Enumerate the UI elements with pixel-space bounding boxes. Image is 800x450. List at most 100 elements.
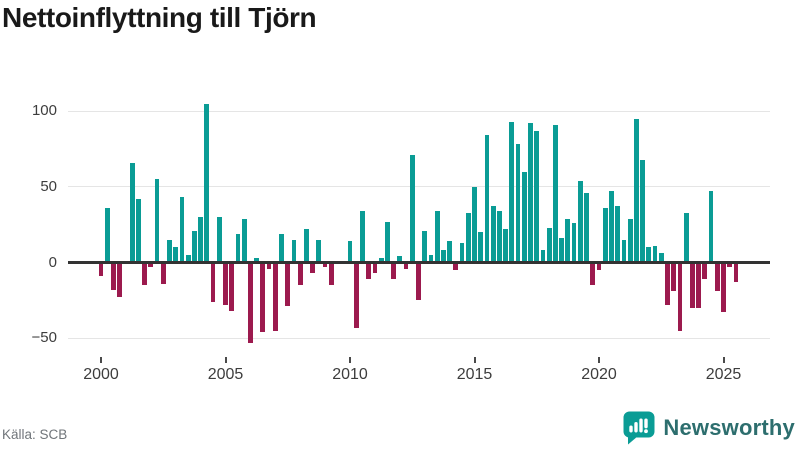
x-axis-label-2025: 2025	[705, 366, 742, 383]
source-label: Källa: SCB	[2, 427, 68, 442]
bar-2023-q3	[683, 212, 689, 263]
bar-2011-q1	[372, 262, 378, 274]
bar-2004-q4	[216, 217, 222, 263]
bar-2002-q3	[160, 262, 166, 284]
bar-2018-q4	[565, 218, 571, 263]
bar-2008-q1	[297, 262, 303, 286]
bar-2017-q4	[540, 250, 546, 263]
y-axis-label: 0	[48, 253, 57, 271]
y-axis-label: 100	[31, 102, 57, 120]
bar-2008-q3	[310, 262, 316, 274]
bar-2022-q4	[665, 262, 670, 305]
bar-2012-q4	[416, 262, 421, 301]
bar-2006-q3	[260, 262, 266, 333]
bar-2025-q1	[721, 262, 726, 313]
bar-2014-q3	[459, 242, 465, 263]
bar-2018-q2	[553, 124, 558, 263]
bar-2013-q1	[422, 230, 428, 263]
bar-chart-speech-bubble-icon	[623, 411, 655, 445]
bar-2015-q2	[478, 232, 484, 263]
bar-2018-q3	[559, 238, 565, 263]
bar-2016-q1	[497, 211, 502, 263]
bar-2005-q3	[235, 233, 241, 263]
bar-2021-q3	[633, 118, 639, 263]
bar-2007-q1	[272, 262, 278, 331]
bar-2009-q2	[328, 262, 334, 286]
bar-2007-q4	[291, 239, 297, 263]
bar-2024-q1	[696, 262, 701, 308]
bar-2021-q4	[640, 159, 645, 263]
bar-2015-q4	[490, 206, 496, 263]
bar-2008-q2	[304, 229, 309, 263]
brand-name: Newsworthy	[663, 415, 795, 440]
bar-2002-q2	[154, 179, 160, 263]
bar-2019-q4	[590, 262, 596, 286]
x-tick-2005	[224, 357, 227, 363]
x-axis-label-2000: 2000	[83, 366, 119, 383]
x-axis-label-2015: 2015	[456, 366, 493, 383]
bar-2003-q3	[185, 254, 191, 263]
bar-2007-q2	[279, 233, 284, 263]
bar-2002-q4	[167, 239, 172, 263]
bar-2021-q1	[621, 239, 627, 263]
x-tick-2015	[473, 357, 476, 363]
bar-2022-q1	[646, 247, 652, 263]
bar-2014-q4	[465, 212, 471, 263]
bar-2020-q1	[596, 262, 602, 271]
bar-2017-q1	[521, 171, 527, 263]
bar-2000-q2	[104, 207, 110, 263]
zero-axis-line	[68, 261, 770, 264]
gridline--50	[68, 337, 770, 339]
bar-2023-q1	[671, 262, 677, 292]
bar-2013-q4	[440, 250, 446, 263]
bar-2006-q4	[266, 262, 272, 269]
bar-2025-q3	[733, 262, 739, 283]
bar-2000-q3	[111, 262, 116, 290]
bar-2013-q2	[428, 254, 434, 263]
chart-title: Nettoinflyttning till Tjörn	[2, 2, 317, 33]
bar-2013-q3	[434, 211, 440, 263]
x-axis-label-2010: 2010	[332, 366, 368, 383]
bar-2001-q3	[135, 198, 141, 263]
bar-2020-q3	[609, 191, 614, 263]
x-axis-label-2005: 2005	[207, 366, 244, 383]
gridline-100	[68, 110, 770, 112]
bar-2022-q2	[652, 245, 658, 263]
bar-2007-q3	[285, 262, 291, 307]
x-axis-label-2020: 2020	[581, 366, 617, 383]
bar-2002-q1	[148, 262, 154, 268]
bar-2025-q2	[727, 262, 733, 268]
bar-2008-q4	[316, 239, 322, 263]
bar-2001-q2	[129, 162, 135, 263]
bar-2024-q2	[702, 262, 708, 280]
bar-2009-q1	[322, 262, 328, 268]
bar-2004-q3	[210, 262, 216, 302]
bar-2016-q4	[515, 144, 521, 263]
bar-2022-q3	[658, 253, 664, 263]
bar-2003-q2	[179, 197, 185, 263]
bar-2019-q1	[571, 223, 577, 263]
bar-2017-q2	[528, 123, 533, 263]
gridline-50	[68, 186, 770, 188]
bar-2003-q4	[191, 230, 197, 263]
x-tick-2000	[100, 357, 102, 363]
bar-2003-q1	[173, 247, 179, 263]
bar-2004-q1	[198, 217, 203, 263]
bar-2001-q4	[142, 262, 147, 286]
bar-2015-q1	[472, 186, 477, 263]
bar-2020-q4	[615, 206, 621, 263]
bar-2017-q3	[534, 130, 540, 263]
x-tick-2010	[349, 357, 351, 363]
bar-2024-q3	[708, 191, 714, 263]
bar-2019-q2	[577, 180, 583, 263]
bar-2000-q1	[98, 262, 104, 277]
bar-2005-q4	[241, 218, 247, 263]
bar-2010-q3	[360, 211, 365, 263]
bar-2012-q3	[409, 155, 415, 263]
bar-2023-q2	[677, 262, 683, 331]
bar-2010-q1	[347, 241, 353, 263]
newsworthy-logo[interactable]: Newsworthy	[623, 411, 795, 445]
bar-2004-q2	[204, 103, 210, 263]
